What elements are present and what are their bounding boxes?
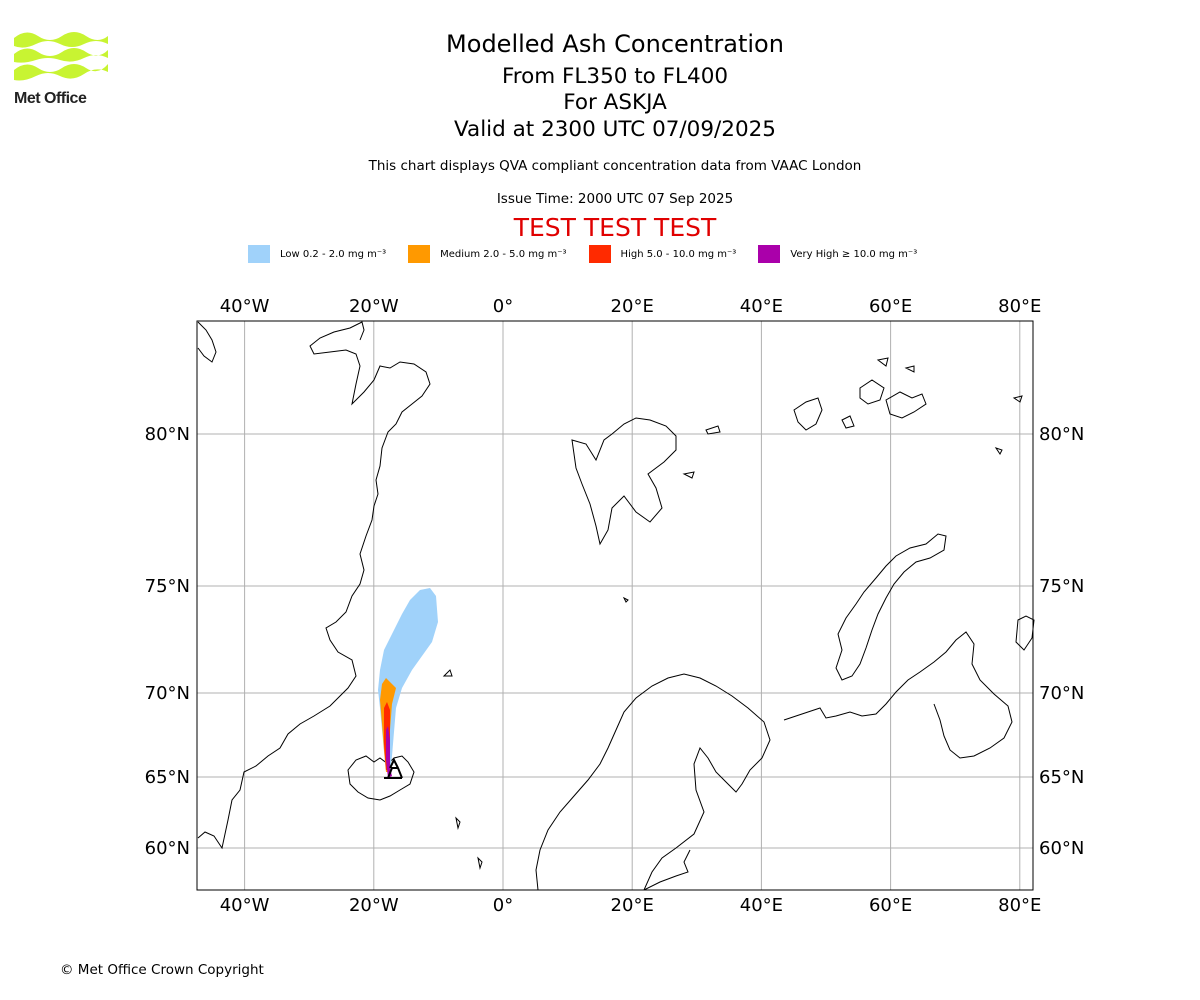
logo-wave-3	[14, 64, 108, 81]
coastline-shetland	[455, 816, 461, 830]
lon-label-bottom: 40°W	[220, 895, 270, 916]
legend-label-medium: Medium 2.0 - 5.0 mg m⁻³	[440, 248, 567, 260]
lon-label-top: 40°E	[740, 296, 783, 317]
volcano-symbol	[384, 757, 403, 779]
coastline-greenland	[197, 321, 431, 850]
legend-item-high: High 5.0 - 10.0 mg m⁻³	[588, 245, 737, 263]
legend-swatch-low	[248, 245, 270, 263]
ash-plume	[378, 588, 438, 778]
lat-label-right: 70°N	[1039, 683, 1084, 704]
graticule	[197, 321, 1033, 890]
lon-label-top: 80°E	[998, 296, 1041, 317]
lat-label-right: 60°N	[1039, 838, 1084, 859]
coastline-finland	[643, 849, 691, 891]
coastline-iceland	[347, 755, 415, 801]
lon-label-top: 40°W	[220, 296, 270, 317]
lat-label-right: 75°N	[1039, 576, 1084, 597]
coastline-novaya-zemlya	[835, 533, 947, 681]
lat-label-left: 60°N	[145, 838, 190, 859]
lon-label-bottom: 0°	[493, 895, 513, 916]
map-frame	[196, 320, 1034, 891]
flight-level-range: From FL350 to FL400	[501, 64, 729, 89]
coastline-severnaya-zemlya	[994, 395, 1023, 455]
legend-item-medium: Medium 2.0 - 5.0 mg m⁻³	[408, 245, 567, 263]
lat-label-left: 65°N	[145, 767, 190, 788]
coastline-scandinavia	[535, 673, 771, 891]
chart-title: Modelled Ash Concentration	[446, 30, 784, 58]
coastline-greenland-nw	[197, 321, 217, 363]
lat-label-right: 65°N	[1039, 767, 1084, 788]
coastline-russia	[783, 631, 1013, 759]
logo-text: Met Office	[14, 90, 87, 107]
lat-label-right: 80°N	[1039, 424, 1084, 445]
issue-time: Issue Time: 2000 UTC 07 Sep 2025	[496, 191, 734, 207]
logo-wave-1	[14, 32, 108, 48]
legend-swatch-medium	[408, 245, 431, 263]
legend-swatch-very-high	[758, 245, 781, 263]
longitude-labels: 40°W 40°W 20°W 20°W 0° 0° 20°E 20°E 40°E 40°E 60°E…	[220, 296, 1042, 916]
coastline-franz-josef-land	[793, 357, 927, 431]
lon-label-bottom: 20°E	[611, 895, 654, 916]
valid-time: Valid at 2300 UTC 07/09/2025	[453, 117, 776, 142]
coastline-faroe	[477, 856, 483, 870]
lon-label-top: 60°E	[869, 296, 912, 317]
coastline-svalbard-east	[705, 425, 721, 435]
met-office-logo: Met Office	[14, 30, 108, 112]
lon-label-bottom: 80°E	[998, 895, 1041, 916]
plume-low	[378, 588, 438, 772]
lat-label-left: 75°N	[145, 576, 190, 597]
coastline-svalbard-kong-karls	[682, 471, 695, 479]
coastline-svalbard	[571, 417, 677, 546]
latitude-labels: 80°N 80°N 75°N 75°N 70°N 70°N 65°N 65°N 60°N 60°N	[145, 424, 1085, 859]
legend-label-low: Low 0.2 - 2.0 mg m⁻³	[280, 248, 387, 260]
lon-label-top: 0°	[493, 296, 513, 317]
coastline-yamal	[1015, 615, 1035, 651]
legend-item-low: Low 0.2 - 2.0 mg m⁻³	[248, 245, 386, 263]
lat-label-left: 70°N	[145, 683, 190, 704]
copyright: © Met Office Crown Copyright	[60, 962, 264, 978]
concentration-legend: Low 0.2 - 2.0 mg m⁻³ Medium 2.0 - 5.0 mg…	[248, 244, 939, 264]
logo-wave-2	[14, 48, 108, 63]
volcano-name: For ASKJA	[563, 90, 667, 115]
lat-label-left: 80°N	[145, 424, 190, 445]
legend-swatch-high	[588, 245, 611, 263]
lon-label-bottom: 60°E	[869, 895, 912, 916]
qva-note: This chart displays QVA compliant concen…	[368, 158, 862, 174]
legend-item-very-high: Very High ≥ 10.0 mg m⁻³	[758, 245, 917, 263]
lon-label-top: 20°W	[349, 296, 399, 317]
legend-label-high: High 5.0 - 10.0 mg m⁻³	[620, 248, 737, 260]
coastline-jan-mayen	[442, 669, 453, 677]
test-banner: TEST TEST TEST	[513, 213, 717, 242]
coastlines	[197, 321, 1035, 891]
legend-label-very-high: Very High ≥ 10.0 mg m⁻³	[790, 248, 918, 260]
coastline-bear-island	[622, 596, 629, 603]
lon-label-bottom: 40°E	[740, 895, 783, 916]
lon-label-bottom: 20°W	[349, 895, 399, 916]
plume-very-high	[386, 726, 392, 778]
volcano-marker	[384, 757, 403, 779]
lon-label-top: 20°E	[611, 296, 654, 317]
